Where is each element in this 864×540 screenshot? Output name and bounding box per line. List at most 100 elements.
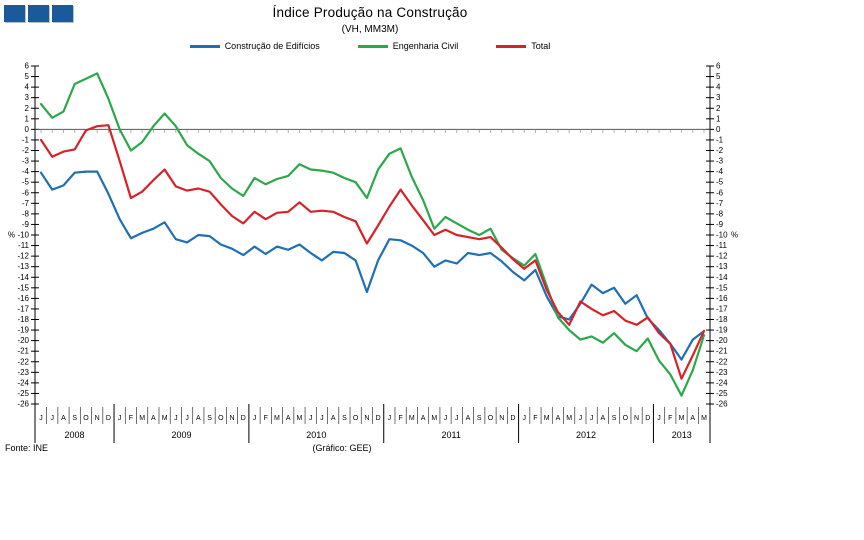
series-line-engenharia-civil: [39, 72, 706, 397]
month-label: J: [444, 415, 448, 422]
month-label: D: [106, 415, 111, 422]
y-tick-label-right: -10: [716, 231, 728, 240]
y-tick-label-left: -14: [17, 273, 29, 282]
y-tick-label-right: -1: [716, 135, 724, 144]
month-label: F: [668, 415, 672, 422]
month-label: M: [566, 415, 572, 422]
year-label: 2012: [576, 430, 596, 440]
source-note: Fonte: INE: [5, 443, 49, 453]
month-label: A: [690, 415, 695, 422]
month-label: J: [320, 415, 324, 422]
y-tick-label-right: -19: [716, 326, 728, 335]
month-label: O: [488, 415, 494, 422]
y-tick-label-right: -21: [716, 347, 728, 356]
month-label: M: [409, 415, 415, 422]
month-label: D: [376, 415, 381, 422]
y-tick-label-right: -13: [716, 262, 728, 271]
y-tick-label-left: -7: [22, 199, 30, 208]
y-tick-label-left: -1: [22, 135, 30, 144]
y-tick-label-left: -4: [22, 167, 30, 176]
year-label: 2013: [672, 430, 692, 440]
month-label: J: [39, 415, 43, 422]
y-tick-label-left: -22: [17, 357, 29, 366]
legend-label: Engenharia Civil: [392, 41, 459, 51]
series-line-constru-o-de-edif-cios: [39, 170, 706, 361]
y-tick-label-right: -26: [716, 400, 728, 409]
y-tick-label-right: -22: [716, 357, 728, 366]
y-tick-label-left: -3: [22, 157, 30, 166]
month-label: A: [466, 415, 471, 422]
y-tick-label-left: 0: [25, 125, 30, 134]
logo-square-icon: [28, 5, 49, 22]
y-tick-label-right: -3: [716, 157, 724, 166]
y-tick-label-left: -8: [22, 209, 30, 218]
y-tick-label-left: -24: [17, 378, 29, 387]
month-label: O: [353, 415, 359, 422]
month-label: N: [499, 415, 504, 422]
y-tick-label-right: -5: [716, 178, 724, 187]
month-label: J: [522, 415, 526, 422]
series-swatch-icon: [189, 44, 220, 48]
legend-label: Total: [531, 41, 551, 51]
month-label: J: [50, 415, 54, 422]
year-label: 2011: [441, 430, 460, 440]
y-tick-label-right: -2: [716, 146, 724, 155]
y-tick-label-right: -6: [716, 188, 724, 197]
month-label: J: [388, 415, 392, 422]
month-label: S: [612, 415, 617, 422]
month-label: N: [95, 415, 100, 422]
month-label: S: [477, 415, 482, 422]
y-tick-label-left: -15: [17, 283, 29, 292]
logo-square-icon: [4, 5, 25, 22]
y-tick-label-left: 4: [25, 83, 30, 92]
year-label: 2010: [306, 430, 326, 440]
month-label: O: [83, 415, 89, 422]
y-tick-label-right: -20: [716, 336, 728, 345]
month-label: M: [679, 415, 685, 422]
series-swatch-icon: [496, 44, 527, 48]
month-label: A: [556, 415, 561, 422]
month-label: A: [286, 415, 291, 422]
y-tick-label-right: -4: [716, 167, 724, 176]
y-tick-label-left: 5: [25, 72, 30, 81]
y-tick-label-right: -23: [716, 368, 728, 377]
month-label: N: [634, 415, 639, 422]
month-label: F: [398, 415, 402, 422]
y-tick-label-left: -26: [17, 400, 29, 409]
month-label: J: [590, 415, 594, 422]
series-swatch-icon: [357, 44, 388, 48]
y-tick-label-left: -20: [17, 336, 29, 345]
y-tick-label-left: -21: [17, 347, 29, 356]
y-tick-label-right: -17: [716, 304, 728, 313]
y-tick-label-right: 6: [716, 62, 721, 71]
month-label: D: [645, 415, 650, 422]
month-label: M: [544, 415, 550, 422]
month-label: J: [657, 415, 661, 422]
y-tick-label-left: -23: [17, 368, 29, 377]
legend-item: Engenharia Civil: [357, 41, 459, 51]
y-tick-label-right: -11: [716, 241, 728, 250]
y-tick-label-left: -18: [17, 315, 29, 324]
y-tick-label-left: 1: [25, 114, 30, 123]
y-tick-label-left: -25: [17, 389, 29, 398]
month-label: M: [701, 415, 707, 422]
year-label: 2008: [65, 430, 85, 440]
legend-item: Construção de Edifícios: [189, 41, 320, 51]
y-tick-label-left: -13: [17, 262, 29, 271]
y-axis-unit-left: %: [8, 231, 15, 240]
month-label: S: [342, 415, 347, 422]
y-tick-label-right: -24: [716, 378, 728, 387]
page-subtitle: (VH, MM3M): [341, 24, 399, 35]
month-label: M: [139, 415, 145, 422]
month-label: J: [118, 415, 122, 422]
y-tick-label-right: 3: [716, 93, 721, 102]
y-tick-label-left: -10: [17, 231, 29, 240]
month-label: A: [61, 415, 66, 422]
legend-label: Construção de Edifícios: [224, 41, 320, 51]
y-tick-label-left: -9: [22, 220, 30, 229]
month-label: N: [230, 415, 235, 422]
logo-square-icon: [52, 5, 73, 22]
month-label: M: [162, 415, 168, 422]
